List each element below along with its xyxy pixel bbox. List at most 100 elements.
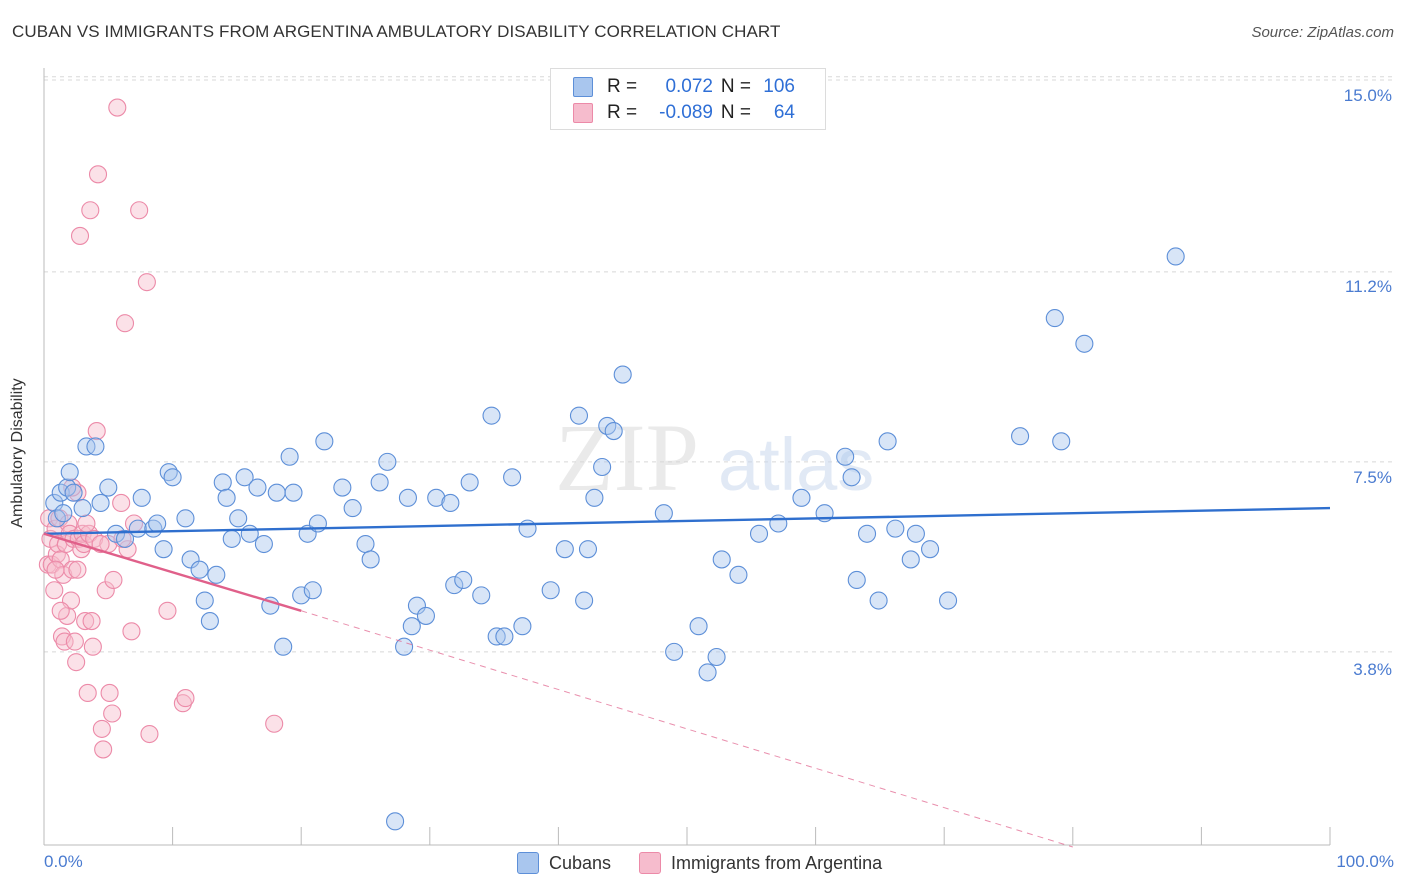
argentina-point xyxy=(70,226,90,245)
argentina-point xyxy=(100,683,119,703)
argentina-point xyxy=(88,165,108,184)
cubans-point xyxy=(267,483,286,502)
cubans-point xyxy=(60,463,79,482)
cubans-point xyxy=(284,483,303,502)
cubans-point xyxy=(176,509,195,528)
argentina-point xyxy=(87,422,106,441)
argentina-point xyxy=(51,601,70,620)
cubans-point xyxy=(842,468,861,487)
cubans-point xyxy=(1011,427,1030,446)
argentina-point xyxy=(67,653,86,672)
argentina-point xyxy=(158,601,177,620)
cubans-point xyxy=(482,406,501,425)
cubans-point xyxy=(395,637,414,656)
cubans-point xyxy=(235,468,254,487)
cubans-point xyxy=(906,524,925,543)
cubans-point xyxy=(1166,247,1185,266)
chart-title: CUBAN VS IMMIGRANTS FROM ARGENTINA AMBUL… xyxy=(12,22,781,41)
argentina-swatch xyxy=(639,852,662,874)
cubans-point xyxy=(712,550,731,569)
cubans-point xyxy=(402,617,421,636)
cubans-point xyxy=(254,534,273,554)
cubans-point xyxy=(343,499,362,518)
cubans-point xyxy=(217,488,236,507)
cubans-point xyxy=(64,483,83,502)
cubans-point xyxy=(200,612,219,631)
r-value: -0.089 xyxy=(659,102,713,123)
n-label: N = xyxy=(720,76,751,97)
argentina-point xyxy=(45,581,64,600)
argentina-point xyxy=(108,98,127,117)
argentina-trend-line xyxy=(43,532,302,612)
cubans-point xyxy=(604,422,623,441)
cubans-point xyxy=(749,524,769,543)
y-tick-label: 7.5% xyxy=(1353,468,1392,487)
trend-lines xyxy=(43,506,1331,848)
cubans-point xyxy=(181,550,200,569)
cubans-point xyxy=(1045,309,1064,328)
argentina-point xyxy=(77,514,96,533)
cubans-point xyxy=(407,596,426,615)
cubans-trend-line xyxy=(43,506,1331,535)
argentina-point xyxy=(173,694,192,713)
argentina-point xyxy=(104,570,123,590)
cubans-point xyxy=(229,509,248,528)
series-argentina xyxy=(38,98,284,759)
cubans-point xyxy=(1075,334,1094,353)
legend-row-cubans: R = 0.072 N = 106 xyxy=(573,75,795,99)
cubans-point xyxy=(154,540,173,559)
r-label: R = xyxy=(607,102,638,123)
cubans-point xyxy=(654,504,673,523)
cubans-point xyxy=(585,488,604,507)
argentina-point xyxy=(81,201,100,220)
cubans-point xyxy=(99,478,118,497)
y-tick-label: 15.0% xyxy=(1343,86,1392,105)
cubans-point xyxy=(454,570,473,590)
argentina-point xyxy=(92,719,111,738)
legend-item-cubans[interactable]: Cubans xyxy=(517,852,611,874)
cubans-point xyxy=(441,493,460,513)
cubans-point xyxy=(518,519,537,538)
series-cubans xyxy=(45,247,1185,831)
cubans-point xyxy=(248,478,267,497)
argentina-point xyxy=(94,740,113,759)
cubans-point xyxy=(361,550,380,569)
cubans-point xyxy=(91,493,110,513)
cubans-point xyxy=(593,457,612,477)
legend-item-argentina[interactable]: Immigrants from Argentina xyxy=(639,852,882,874)
argentina-point xyxy=(72,540,91,559)
argentina-swatch xyxy=(573,103,593,123)
cubans-point xyxy=(836,447,855,466)
cubans-point xyxy=(578,540,598,559)
cubans-point xyxy=(280,447,299,466)
axes xyxy=(43,68,1331,846)
argentina-point xyxy=(103,704,122,723)
argentina-point xyxy=(65,632,84,651)
argentina-point xyxy=(176,689,195,708)
cubans-point xyxy=(575,591,594,610)
cubans-point xyxy=(886,519,905,538)
argentina-point xyxy=(137,273,156,292)
cubans-point xyxy=(292,586,311,605)
stats-legend: R = 0.072 N = 106 R = -0.089 N = 64 xyxy=(550,68,826,130)
cubans-point xyxy=(86,437,105,456)
cubans-point xyxy=(386,812,405,831)
watermark-zip: ZIP xyxy=(555,404,699,511)
cubans-point xyxy=(45,493,64,513)
argentina-point xyxy=(68,560,87,579)
argentina-point xyxy=(265,714,284,733)
cubans-point xyxy=(569,406,589,425)
cubans-point xyxy=(356,534,375,554)
cubans-point xyxy=(240,524,259,543)
cubans-point xyxy=(729,565,748,584)
cubans-point xyxy=(901,550,920,569)
argentina-point xyxy=(46,560,65,579)
cubans-point xyxy=(195,591,214,610)
argentina-point xyxy=(130,201,149,220)
cubans-point xyxy=(315,432,334,451)
y-tick-label: 3.8% xyxy=(1353,660,1392,679)
cubans-point xyxy=(106,524,126,543)
n-value: 106 xyxy=(763,76,795,97)
cubans-point xyxy=(416,606,435,625)
